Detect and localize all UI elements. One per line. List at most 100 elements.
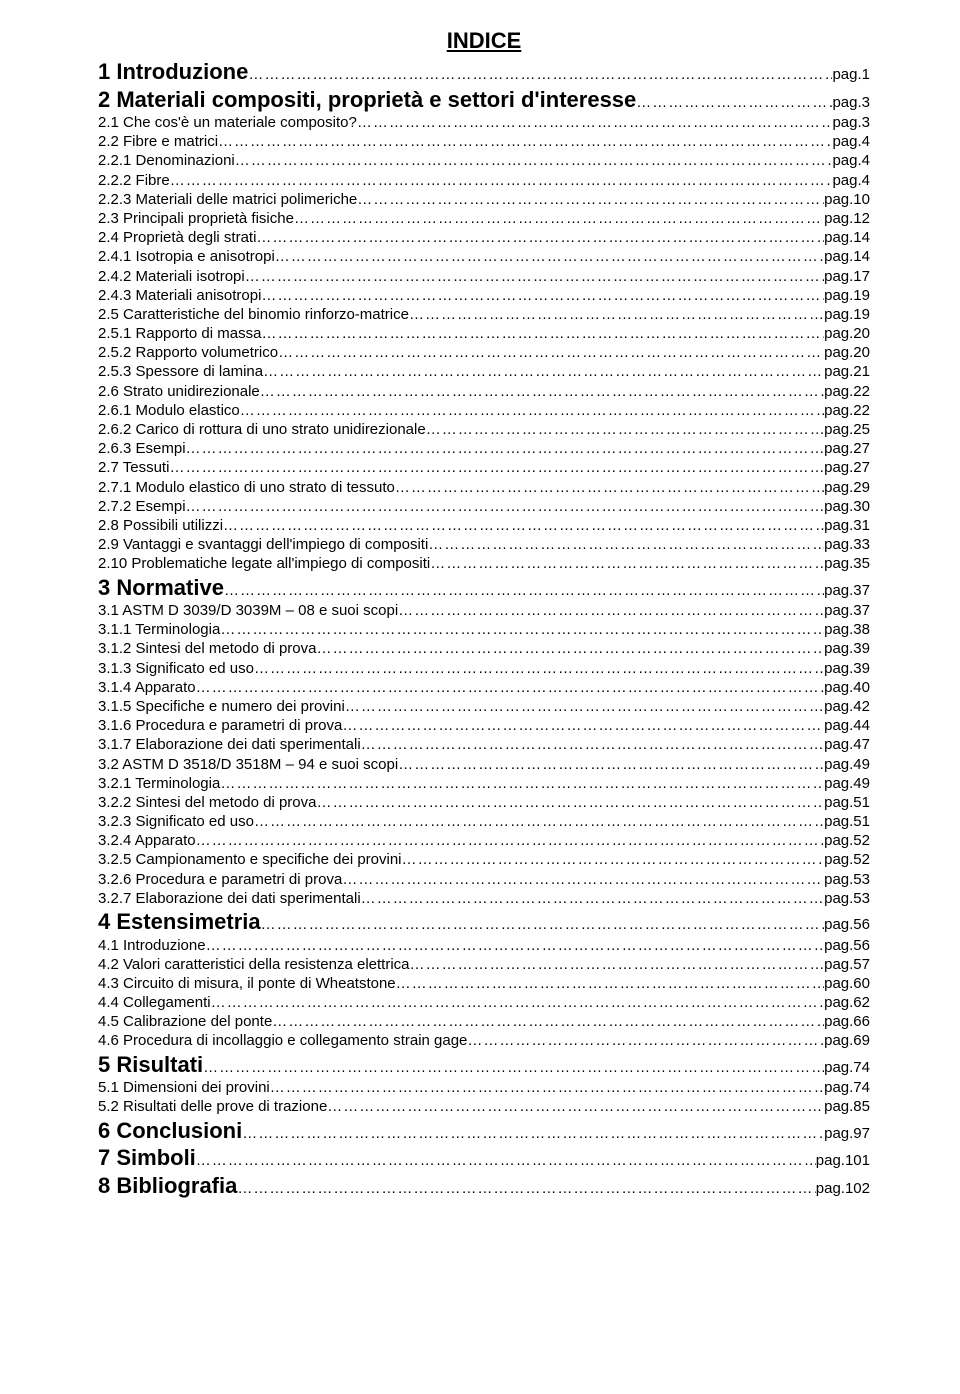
toc-entry-label: 3.1.5 Specifiche e numero dei provini — [98, 697, 345, 716]
toc-entry-label: 5.1 Dimensioni dei provini — [98, 1078, 270, 1097]
toc-entry-label: 4.3 Circuito di misura, il ponte di Whea… — [98, 974, 396, 993]
toc-entry-leader — [294, 209, 824, 228]
toc-entry-page: pag.4 — [832, 132, 870, 151]
toc-entry-page: pag.4 — [832, 151, 870, 170]
toc-entry-label: 3.2 ASTM D 3518/D 3518M – 94 e suoi scop… — [98, 755, 398, 774]
toc-entry: 3.1.1 Terminologiapag.38 — [98, 620, 870, 639]
toc-entry-page: pag.21 — [824, 362, 870, 381]
toc-entry-page: pag.49 — [824, 755, 870, 774]
toc-entry-page: pag.4 — [832, 171, 870, 190]
toc-entry: 3 Normativepag.37 — [98, 574, 870, 602]
toc-entry: 3.2.6 Procedura e parametri di provapag.… — [98, 870, 870, 889]
toc-page: INDICE 1 Introduzionepag.12 Materiali co… — [0, 0, 960, 1239]
toc-entry-leader — [254, 812, 824, 831]
toc-entry-label: 3.1.3 Significato ed uso — [98, 659, 254, 678]
toc-entry-leader — [206, 936, 825, 955]
toc-entry-leader — [186, 439, 825, 458]
toc-entry-leader — [272, 1012, 824, 1031]
toc-entry-label: 3.2.3 Significato ed uso — [98, 812, 254, 831]
toc-entry-label: 4 Estensimetria — [98, 908, 261, 936]
toc-entry-label: 3.1.2 Sintesi del metodo di prova — [98, 639, 316, 658]
toc-entry-page: pag.97 — [824, 1125, 870, 1144]
toc-entry-label: 3.2.4 Apparato — [98, 831, 196, 850]
toc-entry-page: pag.47 — [824, 735, 870, 754]
toc-entry: 2.5.1 Rapporto di massa pag.20 — [98, 324, 870, 343]
toc-entry-label: 2.6.1 Modulo elastico — [98, 401, 240, 420]
toc-entry-page: pag.3 — [832, 113, 870, 132]
toc-entry: 4.4 Collegamentipag.62 — [98, 993, 870, 1012]
toc-entry-label: 4.2 Valori caratteristici della resisten… — [98, 955, 410, 974]
toc-entry-leader — [256, 228, 824, 247]
toc-entry-label: 3.2.6 Procedura e parametri di prova — [98, 870, 342, 889]
toc-entry: 2.6.3 Esempi pag.27 — [98, 439, 870, 458]
toc-entry-leader — [261, 286, 824, 305]
page-title: INDICE — [98, 28, 870, 54]
toc-entry: 4 Estensimetriapag.56 — [98, 908, 870, 936]
toc-entry: 3.1.5 Specifiche e numero dei provinipag… — [98, 697, 870, 716]
toc-entry-label: 4.5 Calibrazione del ponte — [98, 1012, 272, 1031]
toc-entry-page: pag.35 — [824, 554, 870, 573]
toc-entry-leader — [428, 535, 824, 554]
toc-entry-label: 2.2 Fibre e matrici — [98, 132, 218, 151]
toc-entry-leader — [220, 620, 824, 639]
toc-entry-leader — [237, 1180, 815, 1199]
toc-entry-page: pag.22 — [824, 382, 870, 401]
toc-entry-label: 2.6 Strato unidirezionale — [98, 382, 260, 401]
toc-entry: 7 Simbolipag.101 — [98, 1144, 870, 1172]
toc-entry: 2.2.2 Fibrepag.4 — [98, 171, 870, 190]
toc-entry: 6 Conclusioni pag.97 — [98, 1117, 870, 1145]
toc-entry-leader — [186, 497, 825, 516]
toc-entry-label: 2.7 Tessuti — [98, 458, 169, 477]
toc-entry: 2.7.1 Modulo elastico di uno strato di t… — [98, 478, 870, 497]
toc-entry-label: 2.6.3 Esempi — [98, 439, 186, 458]
toc-entry-page: pag.66 — [824, 1012, 870, 1031]
toc-entry-leader — [316, 639, 824, 658]
toc-entry: 3.1.6 Procedura e parametri di provapag.… — [98, 716, 870, 735]
toc-entry: 2.4.3 Materiali anisotropipag.19 — [98, 286, 870, 305]
toc-entry-label: 2.2.1 Denominazioni — [98, 151, 235, 170]
toc-entry-label: 4.6 Procedura di incollaggio e collegame… — [98, 1031, 467, 1050]
toc-entry-page: pag.25 — [824, 420, 870, 439]
toc-entry-leader — [275, 247, 824, 266]
toc-entry-page: pag.14 — [824, 228, 870, 247]
toc-entry-leader — [357, 190, 824, 209]
toc-entry-label: 1 Introduzione — [98, 58, 248, 86]
toc-entry-page: pag.56 — [824, 936, 870, 955]
toc-entry-page: pag.27 — [824, 439, 870, 458]
toc-entry-leader — [395, 478, 824, 497]
toc-entry: 1 Introduzionepag.1 — [98, 58, 870, 86]
toc-entry-leader — [402, 850, 825, 869]
toc-entry-leader — [327, 1097, 824, 1116]
toc-entry-leader — [196, 831, 825, 850]
toc-entry-label: 3.1 ASTM D 3039/D 3039M – 08 e suoi scop… — [98, 601, 398, 620]
toc-entry-label: 2.3 Principali proprietà fisiche — [98, 209, 294, 228]
toc-entry-page: pag.69 — [824, 1031, 870, 1050]
toc-entry-label: 2.4.2 Materiali isotropi — [98, 267, 245, 286]
toc-entry-page: pag.33 — [824, 535, 870, 554]
toc-entry: 2.5 Caratteristiche del binomio rinforzo… — [98, 305, 870, 324]
toc-entry-leader — [361, 889, 824, 908]
toc-entry: 2.7.2 Esempipag.30 — [98, 497, 870, 516]
toc-entry: 2.2.3 Materiali delle matrici polimerich… — [98, 190, 870, 209]
toc-entry-leader — [430, 554, 824, 573]
toc-entry: 3.2.5 Campionamento e specifiche dei pro… — [98, 850, 870, 869]
toc-entry-label: 2.7.2 Esempi — [98, 497, 186, 516]
toc-entry-leader — [254, 659, 824, 678]
toc-entry-label: 2.2.3 Materiali delle matrici polimerich… — [98, 190, 357, 209]
toc-entry-label: 2.5 Caratteristiche del binomio rinforzo… — [98, 305, 409, 324]
toc-entry: 2.5.2 Rapporto volumetricopag.20 — [98, 343, 870, 362]
toc-entry-label: 2.1 Che cos'è un materiale composito? — [98, 113, 357, 132]
toc-entry-label: 2.8 Possibili utilizzi — [98, 516, 223, 535]
toc-entry-label: 3.1.1 Terminologia — [98, 620, 220, 639]
toc-entry-label: 6 Conclusioni — [98, 1117, 242, 1145]
toc-entry-page: pag.102 — [816, 1180, 870, 1199]
toc-entry: 3.2.4 Apparatopag.52 — [98, 831, 870, 850]
toc-entry-label: 2.5.1 Rapporto di massa — [98, 324, 261, 343]
toc-entry-page: pag.20 — [824, 324, 870, 343]
toc-entry: 3.2.1 Terminologiapag.49 — [98, 774, 870, 793]
toc-entry-page: pag.85 — [824, 1097, 870, 1116]
toc-entry: 2.6.2 Carico di rottura di uno strato un… — [98, 420, 870, 439]
toc-entry-label: 3.2.2 Sintesi del metodo di prova — [98, 793, 316, 812]
toc-entry-page: pag.57 — [824, 955, 870, 974]
toc-entry-label: 2.4.1 Isotropia e anisotropi — [98, 247, 275, 266]
